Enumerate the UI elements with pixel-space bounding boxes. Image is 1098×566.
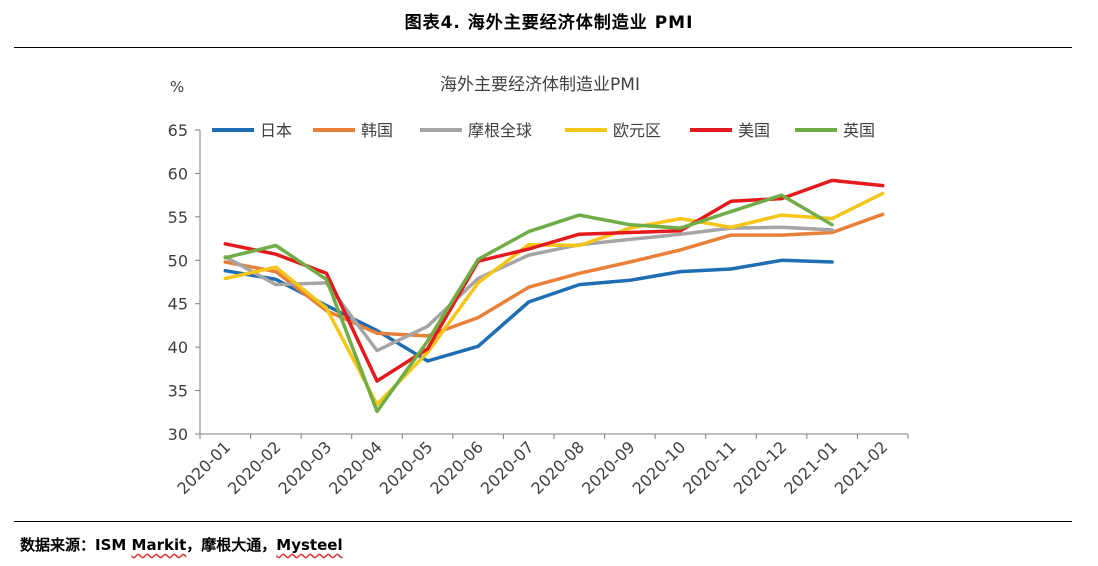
y-tick-label: 65 — [168, 121, 188, 140]
y-tick-label: 50 — [168, 251, 188, 270]
legend-label-6: 英国 — [843, 121, 875, 140]
x-tick-label: 2020-06 — [426, 437, 487, 498]
y-tick-label: 55 — [168, 208, 188, 227]
legend-label-3: 摩根全球 — [468, 121, 532, 140]
legend-label-2: 韩国 — [361, 121, 393, 140]
series-line-1 — [223, 258, 834, 363]
x-tick-label: 2020-07 — [477, 437, 538, 498]
x-tick-label: 2020-09 — [578, 437, 639, 498]
y-tick-label: 60 — [168, 164, 188, 183]
x-tick-label: 2021-01 — [780, 437, 841, 498]
pmi-line-chart: 海外主要经济体制造业PMI % 30354045505560652020-012… — [168, 75, 909, 498]
y-tick-label: 30 — [168, 425, 188, 444]
x-tick-label: 2020-02 — [224, 437, 285, 498]
y-axis-unit: % — [170, 78, 184, 96]
x-tick-label: 2020-03 — [275, 437, 336, 498]
source-mysteel: Mysteel — [276, 536, 343, 554]
source-prefix: 数据来源：ISM — [20, 536, 132, 554]
figure-title: 图表4. 海外主要经济体制造业 PMI — [404, 13, 694, 33]
series-line-4 — [223, 191, 885, 407]
axes: 30354045505560652020-012020-022020-03202… — [168, 121, 909, 498]
chart-title: 海外主要经济体制造业PMI — [440, 75, 640, 95]
x-tick-label: 2020-08 — [527, 437, 588, 498]
y-tick-label: 40 — [168, 338, 188, 357]
x-tick-label: 2020-10 — [629, 437, 690, 498]
source-markit: Markit — [131, 536, 187, 554]
x-tick-label: 2020-01 — [173, 437, 234, 498]
bottom-rule — [14, 521, 1072, 522]
x-tick-label: 2020-04 — [325, 437, 386, 498]
series-line-2 — [223, 212, 885, 338]
y-tick-label: 35 — [168, 382, 188, 401]
source-note: 数据来源：ISM Markit，摩根大通，Mysteel — [20, 534, 343, 555]
series-line-6 — [223, 193, 834, 414]
series-layer — [223, 178, 885, 414]
legend: 日本 韩国 摩根全球 欧元区 美国 英国 — [212, 121, 875, 140]
y-tick-label: 45 — [168, 295, 188, 314]
legend-label-5: 美国 — [738, 121, 770, 140]
top-rule — [14, 47, 1072, 48]
x-tick-label: 2021-02 — [831, 437, 892, 498]
legend-label-4: 欧元区 — [613, 121, 661, 140]
x-tick-label: 2020-12 — [730, 437, 791, 498]
legend-label-1: 日本 — [260, 121, 292, 140]
source-middle: ，摩根大通， — [186, 536, 277, 554]
x-tick-label: 2020-05 — [376, 437, 437, 498]
x-tick-label: 2020-11 — [679, 437, 740, 498]
